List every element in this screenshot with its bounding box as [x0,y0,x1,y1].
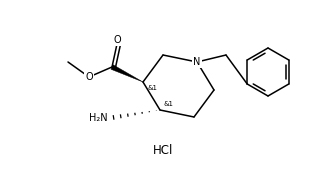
Text: O: O [113,35,121,45]
Text: HCl: HCl [153,143,173,157]
Text: N: N [193,57,201,67]
Polygon shape [111,65,143,82]
Text: &1: &1 [163,101,173,107]
Text: O: O [85,72,93,82]
Text: &1: &1 [147,85,157,91]
Text: H₂N: H₂N [89,113,108,123]
